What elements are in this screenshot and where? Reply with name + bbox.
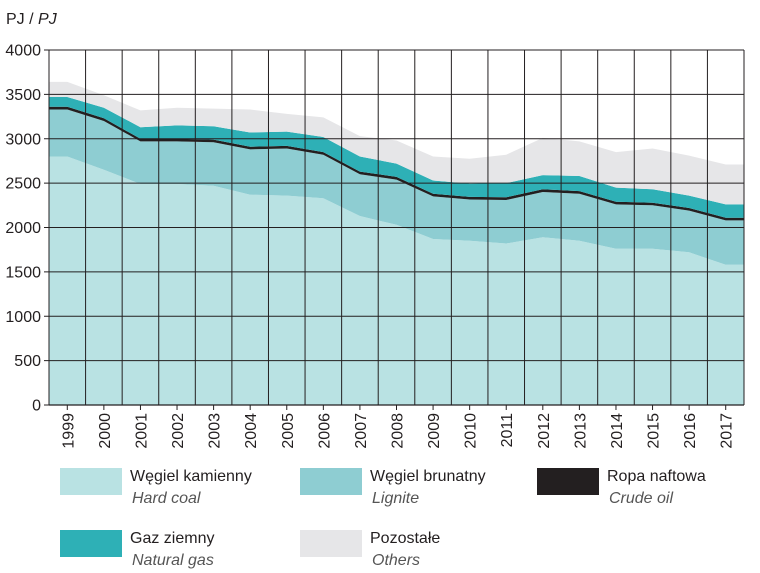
legend-swatch-natural-gas bbox=[60, 530, 122, 557]
x-axis: 1999 2000 2001 2002 2003 2004 2005 2006 2007 2008… bbox=[60, 405, 736, 449]
x-tick-label: 2006 bbox=[316, 413, 333, 449]
legend-label-others-en: Others bbox=[372, 552, 421, 569]
area-series-group bbox=[49, 81, 744, 405]
x-tick-label: 2002 bbox=[170, 413, 187, 449]
x-tick-label: 2004 bbox=[243, 413, 260, 449]
x-tick-label: 1999 bbox=[60, 413, 77, 449]
legend-label-hard-coal-en: Hard coal bbox=[132, 490, 201, 507]
legend-swatch-others bbox=[300, 530, 362, 557]
legend-lignite: Węgiel brunatny Lignite bbox=[300, 466, 486, 510]
legend-label-lignite-en: Lignite bbox=[372, 490, 420, 507]
y-tick-label: 3500 bbox=[5, 87, 41, 104]
x-tick-label: 2005 bbox=[280, 413, 297, 449]
y-tick-label: 2500 bbox=[5, 176, 41, 193]
y-tick-label: 0 bbox=[32, 398, 41, 415]
x-tick-label: 2012 bbox=[536, 413, 553, 449]
area-lignite bbox=[49, 109, 744, 265]
y-tick-label: 1000 bbox=[5, 309, 41, 326]
legend-label-hard-coal: Węgiel kamienny bbox=[130, 468, 252, 485]
x-tick-label: 2014 bbox=[609, 413, 626, 449]
y-tick-label: 2000 bbox=[5, 220, 41, 237]
legend-swatch-lignite bbox=[300, 468, 362, 495]
legend-natural-gas: Gaz ziemny Natural gas bbox=[60, 528, 214, 572]
x-tick-label: 2017 bbox=[719, 413, 736, 449]
x-tick-label: 2013 bbox=[572, 413, 589, 449]
legend-swatch-crude-oil bbox=[537, 468, 599, 495]
x-tick-label: 2009 bbox=[426, 413, 443, 449]
x-tick-label: 2010 bbox=[463, 413, 480, 449]
legend-crude-oil: Ropa naftowa Crude oil bbox=[537, 466, 706, 510]
x-tick-label: 2008 bbox=[390, 413, 407, 449]
legend-swatch-hard-coal bbox=[60, 468, 122, 495]
area-others bbox=[49, 81, 744, 205]
x-tick-label: 2015 bbox=[646, 413, 663, 449]
legend-label-crude-oil: Ropa naftowa bbox=[607, 468, 706, 485]
legend-hard-coal: Węgiel kamienny Hard coal bbox=[60, 466, 252, 510]
y-tick-label: 4000 bbox=[5, 43, 41, 60]
legend-others: Pozostałe Others bbox=[300, 528, 440, 572]
stacked-area-chart: 0 500 1000 1500 2000 2500 3000 3500 4000 1999 200… bbox=[5, 11, 745, 449]
y-axis: 0 500 1000 1500 2000 2500 3000 3500 4000 bbox=[5, 43, 49, 415]
legend-label-natural-gas-en: Natural gas bbox=[132, 552, 214, 569]
x-tick-label: 2000 bbox=[97, 413, 114, 449]
x-tick-label: 2007 bbox=[353, 413, 370, 449]
y-tick-label: 3000 bbox=[5, 131, 41, 148]
y-tick-label: 1500 bbox=[5, 264, 41, 281]
legend-label-others: Pozostałe bbox=[370, 530, 441, 547]
area-hard-coal bbox=[49, 156, 744, 405]
legend-label-natural-gas: Gaz ziemny bbox=[130, 530, 215, 547]
legend-label-lignite: Węgiel brunatny bbox=[370, 468, 486, 485]
area-crude-oil bbox=[49, 106, 744, 221]
y-tick-label: 500 bbox=[14, 353, 41, 370]
legend-label-crude-oil-en: Crude oil bbox=[609, 490, 674, 507]
y-axis-unit-label: PJ / PJ bbox=[6, 11, 58, 28]
x-tick-label: 2016 bbox=[682, 413, 699, 449]
x-tick-label: 2011 bbox=[499, 413, 516, 448]
x-tick-label: 2001 bbox=[133, 413, 150, 449]
area-natural-gas bbox=[49, 97, 744, 218]
x-tick-label: 2003 bbox=[207, 413, 224, 449]
